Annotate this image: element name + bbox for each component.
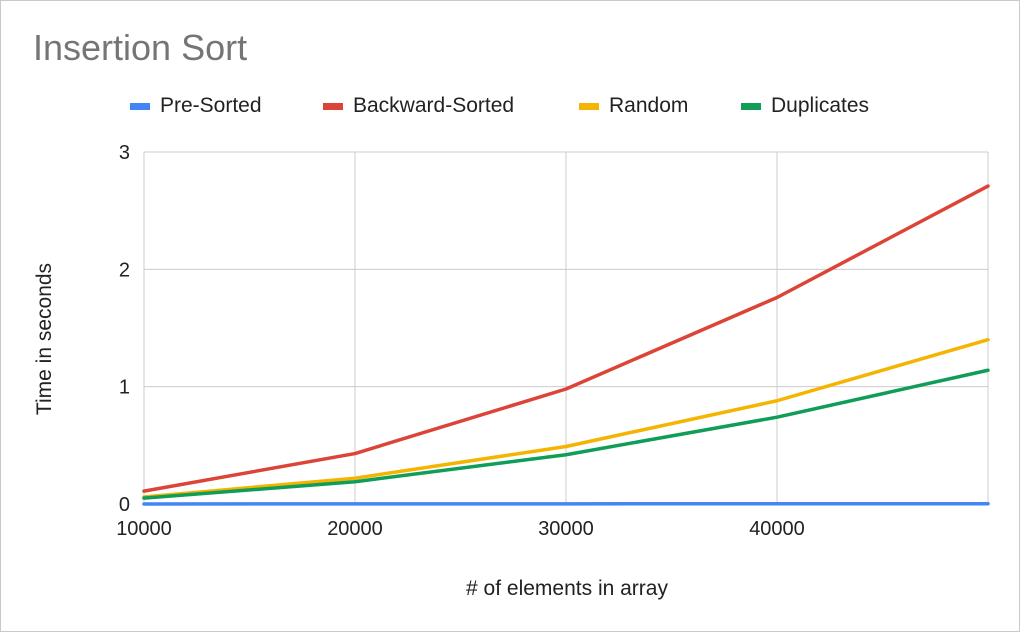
x-tick-label-10000: 10000 [116, 518, 172, 540]
series-lines [142, 184, 990, 506]
series-line-random[interactable] [142, 337, 990, 499]
chart-title: Insertion Sort [33, 27, 248, 68]
x-tick-label-20000: 20000 [327, 518, 383, 540]
y-axis-title: Time in seconds [33, 263, 56, 415]
legend: Pre-Sorted Backward-Sorted Random Duplic… [1, 93, 1020, 121]
legend-label: Duplicates [771, 94, 870, 117]
y-tick-label-3: 3 [119, 142, 130, 164]
legend-swatch-duplicates [741, 103, 761, 110]
legend-label: Backward-Sorted [353, 94, 515, 117]
x-tick-label-30000: 30000 [538, 518, 594, 540]
gridlines [143, 151, 989, 505]
x-tick-label-40000: 40000 [749, 518, 805, 540]
legend-label: Pre-Sorted [160, 94, 262, 117]
tick-labels: 0 1 2 3 10000 20000 30000 40000 [116, 142, 805, 540]
legend-swatch-random [579, 103, 599, 110]
legend-swatch-pre-sorted [130, 103, 150, 110]
y-tick-label-1: 1 [119, 377, 130, 399]
series-line-duplicates[interactable] [142, 368, 990, 500]
legend-label: Random [609, 94, 689, 117]
x-axis-title: # of elements in array [466, 577, 668, 600]
y-tick-label-0: 0 [119, 494, 130, 516]
y-tick-label-2: 2 [119, 259, 130, 281]
legend-swatch-backward-sorted [323, 103, 343, 110]
series-line-backward-sorted[interactable] [142, 184, 990, 493]
